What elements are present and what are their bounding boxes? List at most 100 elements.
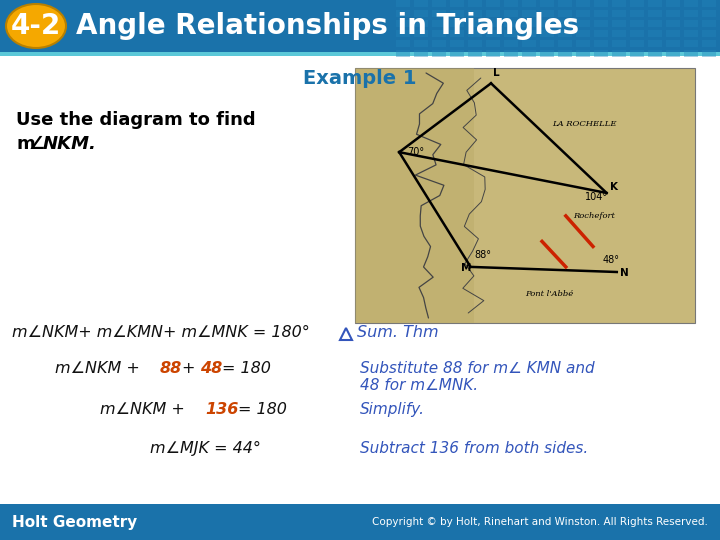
FancyBboxPatch shape xyxy=(486,10,500,17)
Text: LA ROCHELLE: LA ROCHELLE xyxy=(552,120,616,128)
FancyBboxPatch shape xyxy=(684,40,698,47)
Text: m: m xyxy=(16,135,35,153)
FancyBboxPatch shape xyxy=(522,10,536,17)
FancyBboxPatch shape xyxy=(558,30,572,37)
Text: m∠MJK = 44°: m∠MJK = 44° xyxy=(150,441,261,456)
Text: 48°: 48° xyxy=(603,255,620,265)
FancyBboxPatch shape xyxy=(612,30,626,37)
Text: 4-2: 4-2 xyxy=(11,12,61,40)
FancyBboxPatch shape xyxy=(432,30,446,37)
FancyBboxPatch shape xyxy=(504,0,518,7)
Text: 136: 136 xyxy=(205,402,238,417)
FancyBboxPatch shape xyxy=(486,0,500,7)
FancyBboxPatch shape xyxy=(702,40,716,47)
FancyBboxPatch shape xyxy=(702,10,716,17)
FancyBboxPatch shape xyxy=(450,30,464,37)
FancyBboxPatch shape xyxy=(504,30,518,37)
FancyBboxPatch shape xyxy=(522,20,536,27)
Text: NKM.: NKM. xyxy=(43,135,97,153)
FancyBboxPatch shape xyxy=(648,40,662,47)
FancyBboxPatch shape xyxy=(648,20,662,27)
FancyBboxPatch shape xyxy=(594,40,608,47)
FancyBboxPatch shape xyxy=(648,10,662,17)
FancyBboxPatch shape xyxy=(468,50,482,57)
FancyBboxPatch shape xyxy=(684,10,698,17)
FancyBboxPatch shape xyxy=(432,50,446,57)
Text: m∠NKM +: m∠NKM + xyxy=(55,361,145,376)
FancyBboxPatch shape xyxy=(468,10,482,17)
Text: m∠NKM +: m∠NKM + xyxy=(100,402,190,417)
FancyBboxPatch shape xyxy=(396,0,410,7)
FancyBboxPatch shape xyxy=(468,30,482,37)
FancyBboxPatch shape xyxy=(414,10,428,17)
Text: N: N xyxy=(620,268,629,278)
Text: 88: 88 xyxy=(160,361,182,376)
Text: = 180: = 180 xyxy=(238,402,287,417)
Text: Example 1: Example 1 xyxy=(303,69,417,87)
FancyBboxPatch shape xyxy=(594,10,608,17)
FancyBboxPatch shape xyxy=(486,20,500,27)
FancyBboxPatch shape xyxy=(450,20,464,27)
FancyBboxPatch shape xyxy=(594,50,608,57)
FancyBboxPatch shape xyxy=(450,50,464,57)
Text: 88°: 88° xyxy=(474,250,492,260)
Text: +: + xyxy=(182,361,200,376)
FancyBboxPatch shape xyxy=(702,50,716,57)
FancyBboxPatch shape xyxy=(450,10,464,17)
FancyBboxPatch shape xyxy=(504,20,518,27)
FancyBboxPatch shape xyxy=(630,0,644,7)
FancyBboxPatch shape xyxy=(612,10,626,17)
FancyBboxPatch shape xyxy=(355,68,695,323)
FancyBboxPatch shape xyxy=(612,50,626,57)
FancyBboxPatch shape xyxy=(540,10,554,17)
FancyBboxPatch shape xyxy=(504,40,518,47)
FancyBboxPatch shape xyxy=(558,40,572,47)
FancyBboxPatch shape xyxy=(540,20,554,27)
FancyBboxPatch shape xyxy=(594,20,608,27)
FancyBboxPatch shape xyxy=(558,50,572,57)
Text: Use the diagram to find: Use the diagram to find xyxy=(16,111,256,129)
Text: 48 for m∠MNK.: 48 for m∠MNK. xyxy=(360,378,478,393)
FancyBboxPatch shape xyxy=(522,30,536,37)
FancyBboxPatch shape xyxy=(450,40,464,47)
FancyBboxPatch shape xyxy=(630,50,644,57)
FancyBboxPatch shape xyxy=(666,20,680,27)
FancyBboxPatch shape xyxy=(0,0,720,52)
FancyBboxPatch shape xyxy=(576,30,590,37)
FancyBboxPatch shape xyxy=(576,10,590,17)
FancyBboxPatch shape xyxy=(684,30,698,37)
FancyBboxPatch shape xyxy=(468,0,482,7)
Text: Sum. Thm: Sum. Thm xyxy=(357,325,438,340)
FancyBboxPatch shape xyxy=(432,20,446,27)
FancyBboxPatch shape xyxy=(486,50,500,57)
Ellipse shape xyxy=(6,4,66,48)
FancyBboxPatch shape xyxy=(0,504,720,540)
FancyBboxPatch shape xyxy=(648,50,662,57)
FancyBboxPatch shape xyxy=(684,50,698,57)
FancyBboxPatch shape xyxy=(504,10,518,17)
FancyBboxPatch shape xyxy=(612,20,626,27)
FancyBboxPatch shape xyxy=(576,40,590,47)
FancyBboxPatch shape xyxy=(355,68,474,323)
FancyBboxPatch shape xyxy=(0,52,720,56)
FancyBboxPatch shape xyxy=(648,30,662,37)
FancyBboxPatch shape xyxy=(414,50,428,57)
FancyBboxPatch shape xyxy=(522,40,536,47)
Text: Substitute 88 for m∠ KMN and: Substitute 88 for m∠ KMN and xyxy=(360,361,595,376)
FancyBboxPatch shape xyxy=(576,50,590,57)
FancyBboxPatch shape xyxy=(486,30,500,37)
FancyBboxPatch shape xyxy=(468,20,482,27)
FancyBboxPatch shape xyxy=(684,0,698,7)
Text: ∠: ∠ xyxy=(29,135,45,153)
FancyBboxPatch shape xyxy=(396,10,410,17)
FancyBboxPatch shape xyxy=(558,10,572,17)
FancyBboxPatch shape xyxy=(414,40,428,47)
FancyBboxPatch shape xyxy=(450,0,464,7)
FancyBboxPatch shape xyxy=(396,20,410,27)
FancyBboxPatch shape xyxy=(414,20,428,27)
FancyBboxPatch shape xyxy=(522,50,536,57)
FancyBboxPatch shape xyxy=(468,40,482,47)
FancyBboxPatch shape xyxy=(630,10,644,17)
Text: L: L xyxy=(493,68,500,78)
Text: Rochefort: Rochefort xyxy=(573,212,615,220)
